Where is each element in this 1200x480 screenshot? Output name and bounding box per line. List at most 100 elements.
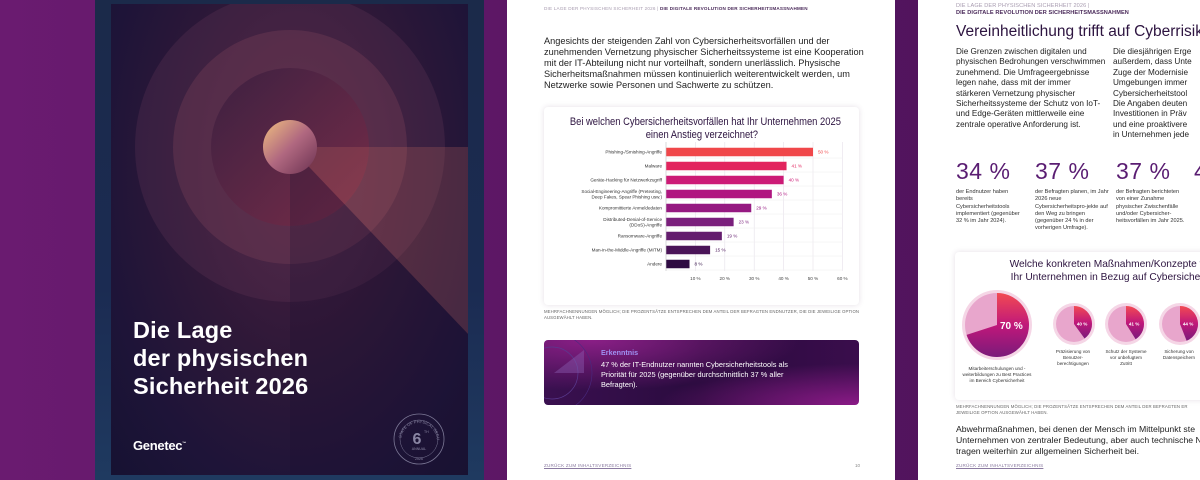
value-label: 19 % bbox=[727, 234, 737, 239]
pie-value-label: 70 % bbox=[1000, 321, 1023, 332]
badge-label: ANNUAL bbox=[412, 447, 427, 451]
value-label: 23 % bbox=[739, 220, 749, 225]
stat-value: 37 % bbox=[1035, 158, 1090, 184]
stat-value: 34 % bbox=[956, 158, 1011, 184]
pie-category-label: Sicherung von Datenspeichern bbox=[1162, 349, 1196, 361]
value-label: 36 % bbox=[777, 192, 787, 197]
insight-label: Erkenntnis bbox=[601, 348, 639, 357]
insight-decoration-icon bbox=[544, 340, 593, 405]
bar bbox=[666, 203, 752, 213]
pie-slice bbox=[1126, 306, 1144, 340]
stat-block: 37 % der Befragten berichteten von einer… bbox=[1116, 158, 1186, 225]
bar-chart-card: Bei welchen Cybersicherheitsvorfällen ha… bbox=[544, 107, 859, 305]
center-orb bbox=[263, 120, 317, 174]
pie-chart: 40 % bbox=[1053, 303, 1095, 345]
pie-value-label: 41 % bbox=[1129, 322, 1139, 327]
section-title: Vereinheitlichung trifft auf Cyberrisike… bbox=[956, 23, 1200, 40]
bar bbox=[666, 231, 722, 241]
bar bbox=[666, 161, 787, 171]
body-column-2-line: in Unternehmen jede bbox=[1113, 130, 1190, 140]
category-label: Social-Engineering-Angriffe (Pretexting, bbox=[581, 189, 662, 194]
body-column-2-line: Cybersicherheitstool bbox=[1113, 88, 1188, 98]
bar bbox=[666, 217, 734, 227]
insight-box: Erkenntnis 47 % der IT-Endnutzer nannten… bbox=[544, 340, 859, 405]
back-to-toc-link[interactable]: ZURÜCK ZUM INHALTSVERZEICHNIS bbox=[956, 463, 1044, 468]
category-label: Andere bbox=[647, 262, 662, 267]
category-label: Ransomware-Angriffe bbox=[618, 234, 663, 239]
cover-page: Die Lage der physischen Sicherheit 2026 … bbox=[111, 4, 468, 475]
pie-chart: 70 % bbox=[962, 290, 1032, 360]
pie-chart-title: Welche konkreten Maßnahmen/Konzepte ve Ih… bbox=[1009, 259, 1200, 283]
running-head-section: DIE DIGITALE REVOLUTION DER SICHERHEITSM… bbox=[956, 10, 1129, 16]
chart-title: Bei welchen Cybersicherheitsvorfällen ha… bbox=[544, 116, 859, 142]
body-column-2-line: Investitionen in Präv bbox=[1113, 109, 1187, 119]
stat-block: 34 % der Endnutzer haben bereits Cybersi… bbox=[956, 158, 1026, 225]
x-tick-label: 50 % bbox=[808, 276, 818, 281]
x-tick-label: 60 % bbox=[837, 276, 847, 281]
pie-value-label: 40 % bbox=[1077, 322, 1087, 327]
x-tick-label: 40 % bbox=[778, 276, 788, 281]
shadow-wedge bbox=[290, 147, 468, 475]
cover-title-line: der physischen bbox=[133, 345, 309, 371]
cover-title-line: Sicherheit 2026 bbox=[133, 373, 309, 399]
category-label: Malware bbox=[645, 164, 663, 169]
value-label: 50 % bbox=[818, 150, 828, 155]
x-tick-label: 30 % bbox=[749, 276, 759, 281]
bar bbox=[666, 175, 784, 185]
pie-slice bbox=[966, 293, 1030, 357]
page-number: 10 bbox=[855, 463, 861, 468]
pie-slice bbox=[1180, 306, 1199, 341]
page-10: DIE LAGE DER PHYSISCHEN SICHERHEIT 2026 … bbox=[507, 0, 895, 480]
pie-item: 40 % Präzisierung von Benutzer-berechtigu… bbox=[1053, 303, 1095, 368]
chart-title-line: einen Anstieg verzeichnet? bbox=[645, 129, 758, 141]
body-column-1: Die Grenzen zwischen digitalen und physi… bbox=[956, 47, 1106, 129]
body-column-2-line: außerdem, dass Unte bbox=[1113, 57, 1192, 67]
value-label: 15 % bbox=[715, 248, 725, 253]
pie-category-label: Mitarbeiterschulungen und -weiterbildung… bbox=[962, 366, 1032, 384]
category-label: Distributed-Denial-of-Service bbox=[603, 217, 662, 222]
page-11: DIE LAGE DER PHYSISCHEN SICHERHEIT 2026 … bbox=[918, 0, 1200, 480]
category-label: Man-in-the-Middle-Angriffe (MITM) bbox=[592, 248, 663, 253]
intro-paragraph: Angesichts der steigenden Zahl von Cyber… bbox=[544, 36, 864, 90]
badge-number: 6 bbox=[413, 431, 422, 448]
bar bbox=[666, 259, 690, 269]
back-to-toc-link[interactable]: ZURÜCK ZUM INHALTSVERZEICHNIS bbox=[544, 463, 632, 468]
stat-value: 4 bbox=[1194, 158, 1200, 185]
body-column-2-line: Die diesjährigen Erge bbox=[1113, 47, 1192, 56]
pie-category-label: Schutz der Systeme vor unbefugtem Zutrit… bbox=[1105, 349, 1147, 367]
pie-item: 70 % Mitarbeiterschulungen und -weiterbil… bbox=[962, 290, 1032, 385]
cover-artwork bbox=[135, 4, 468, 475]
category-label: Kompromittierte Anmeldedaten bbox=[599, 206, 663, 211]
body-column-2-line: Die Angaben deuten bbox=[1113, 99, 1188, 109]
cover-title: Die Lage der physischen Sicherheit 2026 bbox=[133, 316, 308, 400]
pie-footnote: Mehrfachnennungen möglich; die Prozentsä… bbox=[956, 404, 1188, 415]
running-head-publication: DIE LAGE DER PHYSISCHEN SICHERHEIT 2026 … bbox=[956, 3, 1090, 9]
stat-block: 4 bbox=[1194, 158, 1200, 185]
body-column-2-line: Umgebungen immer bbox=[1113, 78, 1188, 88]
x-tick-label: 20 % bbox=[720, 276, 730, 281]
pie-value-label: 44 % bbox=[1183, 322, 1193, 327]
value-label: 8 % bbox=[695, 262, 703, 267]
running-head: DIE LAGE DER PHYSISCHEN SICHERHEIT 2026 … bbox=[956, 3, 1129, 17]
chart-title-line: Bei welchen Cybersicherheitsvorfällen ha… bbox=[569, 116, 841, 128]
light-wedge bbox=[290, 147, 468, 334]
stat-description: der Endnutzer haben bereits Cybersicherh… bbox=[956, 189, 1020, 225]
cover-title-line: Die Lage bbox=[133, 317, 233, 343]
bar bbox=[666, 147, 813, 157]
pie-chart: 41 % bbox=[1105, 303, 1147, 345]
insight-text: 47 % der IT-Endnutzer nannten Cybersiche… bbox=[601, 360, 788, 389]
stat-value: 37 % bbox=[1116, 158, 1171, 184]
bar-chart: Phishing-/Smishing-Angriffe 50 % Malware 41… bbox=[581, 142, 848, 281]
stat-block: 37 % der Befragten planen, im Jahr 2026 … bbox=[1035, 158, 1109, 233]
value-label: 41 % bbox=[792, 164, 802, 169]
pie-slice bbox=[1074, 306, 1092, 339]
pie-item: 41 % Schutz der Systeme vor unbefugtem Zu… bbox=[1105, 303, 1147, 368]
stat-description: der Befragten berichteten von einer Zuna… bbox=[1116, 189, 1185, 225]
bar bbox=[666, 189, 772, 199]
value-label: 29 % bbox=[756, 206, 766, 211]
category-label: Phishing-/Smishing-Angriffe bbox=[605, 150, 662, 155]
pie-chart-card: Welche konkreten Maßnahmen/Konzepte ve Ih… bbox=[955, 252, 1200, 400]
pie-chart: 44 % bbox=[1159, 303, 1200, 345]
body-column-2-line: Zuge der Modernisie bbox=[1113, 67, 1189, 77]
anniversary-badge-icon: STATE OF PHYSICAL SECURITY 6 TH ANNUAL 2… bbox=[391, 411, 445, 465]
